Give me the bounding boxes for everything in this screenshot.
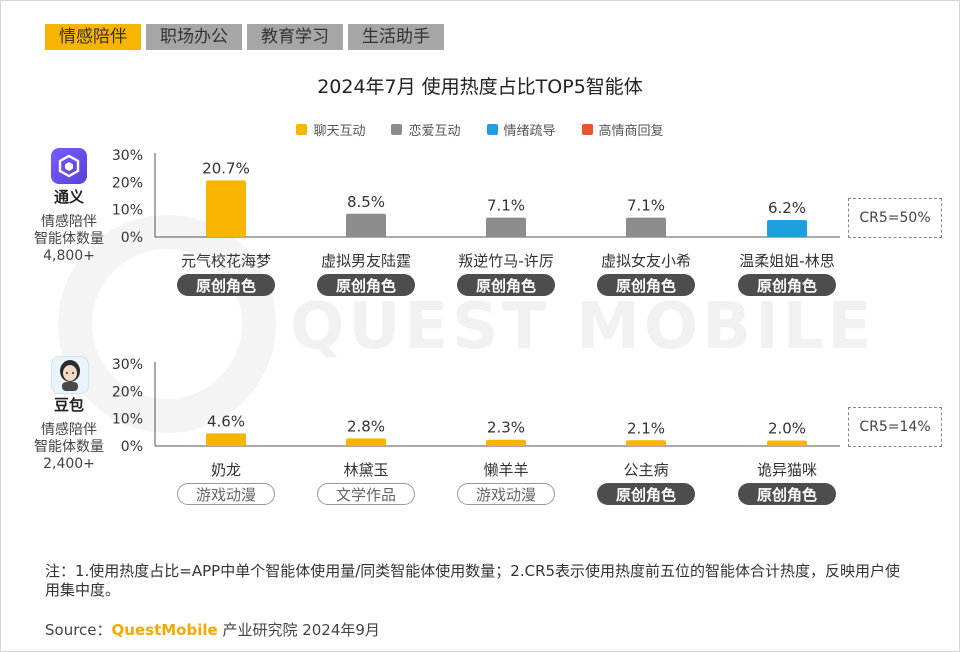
tongyi-ytick-label: 0%: [121, 230, 143, 246]
legend-swatch-high-eq: [581, 124, 593, 135]
doubao-tag-pill: 游戏动漫: [177, 483, 275, 505]
tongyi-ytick-label: 30%: [112, 148, 143, 164]
tongyi-category-label: 温柔姐姐-林思: [739, 252, 835, 270]
tongyi-tag-pill: 原创角色: [177, 274, 275, 296]
doubao-value-label: 2.1%: [627, 419, 665, 437]
tongyi-category-label: 叛逆竹马-许厉: [458, 252, 554, 270]
tongyi-bar: [486, 217, 526, 237]
tongyi-app-desc: 情感陪伴 智能体数量 4,800+: [14, 214, 124, 265]
source-line: Source：QuestMobile 产业研究院 2024年9月: [45, 619, 380, 640]
tab-workplace-office[interactable]: 职场办公: [146, 24, 242, 50]
doubao-ytick-label: 10%: [112, 412, 143, 428]
source-suffix: 产业研究院 2024年9月: [217, 621, 380, 639]
tongyi-value-label: 7.1%: [487, 197, 525, 215]
legend-item-romance: 恋爱互动: [391, 120, 461, 139]
doubao-desc-line3: 2,400+: [43, 456, 95, 472]
tongyi-desc-line2: 智能体数量: [34, 231, 104, 247]
doubao-desc-line1: 情感陪伴: [41, 422, 97, 438]
doubao-category-label: 懒羊羊: [483, 461, 529, 479]
tongyi-tag-pill: 原创角色: [738, 274, 836, 296]
tongyi-cr5-box: CR5=50%: [848, 198, 942, 238]
doubao-bar: [767, 440, 807, 446]
source-brand: QuestMobile: [111, 621, 218, 639]
doubao-tag-pill: 游戏动漫: [457, 483, 555, 505]
doubao-ytick-label: 20%: [112, 384, 143, 400]
tongyi-ytick-label: 10%: [112, 203, 143, 219]
doubao-category-label: 林黛玉: [343, 461, 389, 479]
legend-item-high-eq: 高情商回复: [581, 120, 664, 139]
doubao-value-label: 2.8%: [347, 417, 385, 435]
doubao-app-desc: 情感陪伴 智能体数量 2,400+: [14, 422, 124, 473]
watermark-text: QUEST MOBILE: [290, 290, 876, 364]
legend-label-romance: 恋爱互动: [408, 124, 461, 139]
tongyi-logo-icon: [58, 154, 80, 178]
doubao-avatar-icon: [60, 360, 80, 391]
chart-title: 2024年7月 使用热度占比TOP5智能体: [317, 76, 643, 98]
doubao-desc-line2: 智能体数量: [34, 439, 104, 455]
doubao-bar: [346, 438, 386, 446]
doubao-value-label: 2.0%: [768, 420, 806, 438]
doubao-cr5-box: CR5=14%: [848, 407, 942, 447]
tongyi-bar: [767, 220, 807, 237]
doubao-value-label: 2.3%: [487, 419, 525, 437]
tongyi-tag-pill: 原创角色: [597, 274, 695, 296]
tongyi-ytick-label: 20%: [112, 175, 143, 191]
tongyi-value-label: 6.2%: [768, 199, 806, 217]
tongyi-value-label: 7.1%: [627, 197, 665, 215]
doubao-bar: [206, 433, 246, 446]
tab-life-assistant[interactable]: 生活助手: [348, 24, 444, 50]
doubao-category-label: 公主病: [623, 461, 669, 479]
category-tabs: 情感陪伴 职场办公 教育学习 生活助手: [45, 24, 444, 50]
doubao-app-name: 豆包: [53, 396, 84, 414]
tongyi-app-icon: [51, 148, 87, 184]
doubao-bar: [626, 440, 666, 446]
tongyi-bar: [626, 217, 666, 237]
source-prefix: Source：: [45, 621, 112, 639]
doubao-ytick-label: 0%: [121, 439, 143, 455]
tongyi-bar: [346, 213, 386, 237]
doubao-bar: [486, 439, 526, 446]
doubao-tag-pill: 文学作品: [317, 483, 415, 505]
legend-swatch-emotion: [486, 124, 498, 135]
doubao-category-label: 奶龙: [210, 461, 241, 479]
tongyi-category-label: 虚拟女友小希: [600, 252, 691, 270]
bar-charts: 30% 20% 10% 0% 20.7% 8.5% 7.1% 7.1% 6.2% 30% 20% 10…: [112, 148, 840, 455]
tongyi-desc-line3: 4,800+: [43, 248, 95, 264]
legend-label-high-eq: 高情商回复: [598, 124, 664, 139]
tongyi-desc-line1: 情感陪伴: [41, 214, 97, 230]
doubao-app-icon: [51, 356, 89, 394]
tongyi-tag-pill: 原创角色: [457, 274, 555, 296]
tongyi-value-label: 20.7%: [202, 159, 250, 177]
footnote: 注：1.使用热度占比=APP中单个智能体使用量/同类智能体使用数量；2.CR5表…: [45, 562, 901, 599]
tongyi-category-label: 元气校花海梦: [180, 252, 271, 270]
tab-education-learning[interactable]: 教育学习: [247, 24, 343, 50]
doubao-value-label: 4.6%: [207, 412, 245, 430]
tongyi-bar: [206, 180, 246, 237]
doubao-category-label: 诡异猫咪: [756, 461, 817, 479]
legend-item-emotion: 情绪疏导: [486, 120, 556, 139]
tongyi-app-name: 通义: [53, 188, 84, 206]
tongyi-tag-pill: 原创角色: [317, 274, 415, 296]
tongyi-category-label: 虚拟男友陆霆: [320, 252, 411, 270]
legend-item-chat: 聊天互动: [296, 120, 365, 139]
doubao-tag-pill: 原创角色: [738, 483, 836, 505]
legend-label-chat: 聊天互动: [313, 124, 366, 139]
legend-swatch-chat: [296, 124, 308, 135]
tongyi-value-label: 8.5%: [347, 193, 385, 211]
tab-emotional-companion[interactable]: 情感陪伴: [45, 24, 141, 50]
legend: 聊天互动 恋爱互动 情绪疏导 高情商回复: [0, 120, 960, 139]
legend-swatch-romance: [391, 124, 403, 135]
doubao-tag-pill: 原创角色: [597, 483, 695, 505]
legend-label-emotion: 情绪疏导: [503, 124, 556, 139]
doubao-ytick-label: 30%: [112, 357, 143, 373]
